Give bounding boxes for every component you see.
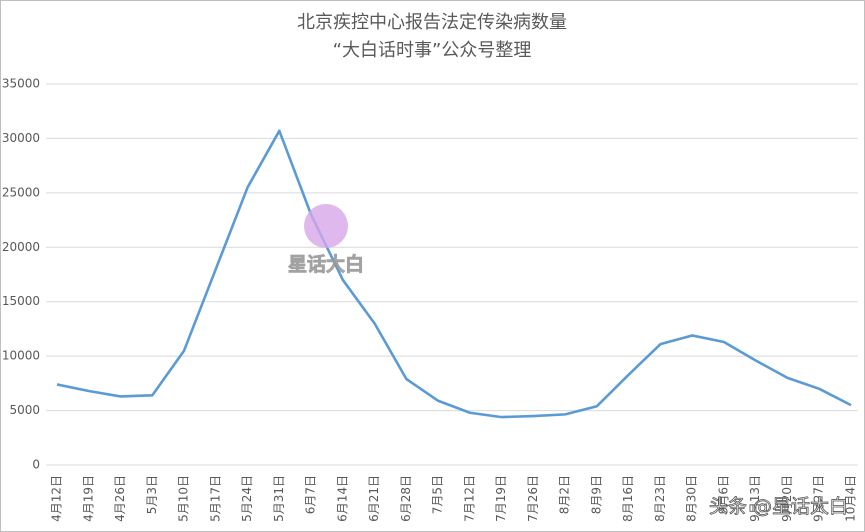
y-tick-label: 30000 [2, 131, 40, 145]
x-tick-label: 8月9日 [589, 475, 603, 514]
x-tick-label: 8月23日 [653, 475, 667, 522]
x-tick-label: 9月20日 [780, 475, 794, 522]
x-tick-label: 10月4日 [844, 475, 858, 522]
chart-title: 北京疾控中心报告法定传染病数量 [297, 12, 567, 33]
x-tick-label: 6月21日 [367, 475, 381, 522]
x-tick-label: 4月26日 [113, 475, 127, 522]
x-tick-label: 9月27日 [812, 475, 826, 522]
x-tick-label: 7月12日 [462, 475, 476, 522]
y-tick-label: 5000 [9, 403, 40, 417]
watermark: 头条 @星话大白 [709, 496, 848, 518]
x-tick-label: 5月31日 [272, 475, 286, 522]
x-tick-label: 6月28日 [399, 475, 413, 522]
chart-subtitle: “大白话时事”公众号整理 [333, 40, 532, 61]
x-tick-label: 4月19日 [81, 475, 95, 522]
x-tick-label: 8月30日 [685, 475, 699, 522]
x-tick-label: 5月10日 [177, 475, 191, 522]
x-tick-label: 7月26日 [526, 475, 540, 522]
x-tick-label: 6月14日 [335, 475, 349, 522]
x-tick-label: 7月19日 [494, 475, 508, 522]
x-tick-label: 9月6日 [716, 475, 730, 514]
data-line [56, 129, 852, 419]
y-tick-label: 35000 [2, 77, 40, 91]
x-tick-label: 9月13日 [748, 475, 762, 522]
y-tick-label: 0 [32, 458, 40, 472]
x-tick-label: 8月2日 [558, 475, 572, 514]
y-tick-label: 10000 [2, 349, 40, 363]
y-tick-label: 25000 [2, 185, 40, 199]
watermark-logo [304, 204, 348, 248]
x-tick-label: 8月16日 [621, 475, 635, 522]
x-tick-label: 4月12日 [50, 475, 64, 522]
x-tick-label: 5月24日 [240, 475, 254, 522]
y-tick-label: 20000 [2, 240, 40, 254]
watermark: 星话大白 [288, 253, 364, 276]
x-tick-label: 6月7日 [304, 475, 318, 514]
y-tick-label: 15000 [2, 294, 40, 308]
x-tick-label: 7月5日 [431, 475, 445, 514]
x-tick-label: 5月17日 [208, 475, 222, 522]
x-tick-label: 5月3日 [145, 475, 159, 514]
